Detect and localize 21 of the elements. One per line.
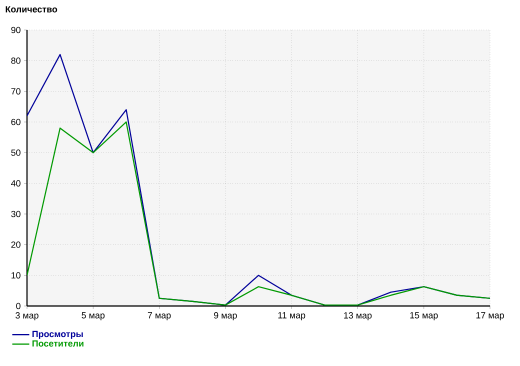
y-tick-label: 90 — [11, 26, 20, 34]
y-tick-label: 20 — [11, 241, 20, 248]
y-tick-label: 0 — [16, 302, 20, 310]
x-tick-label: 3 мар — [16, 312, 38, 320]
y-tick-label: 10 — [12, 272, 20, 279]
y-tick-label: 60 — [11, 118, 20, 126]
y-tick-label: 70 — [11, 88, 20, 95]
y-tick-label: 80 — [11, 57, 20, 64]
y-tick-label: 30 — [11, 210, 20, 218]
x-tick-label: 11 мар — [278, 312, 306, 320]
y-tick-label: 50 — [11, 149, 20, 156]
y-axis-title: Количество — [6, 6, 58, 12]
x-tick-label: 9 мар — [214, 312, 237, 320]
x-tick-label: 5 мар — [82, 312, 105, 320]
x-tick-label: 7 мар — [148, 312, 171, 320]
x-tick-label: 13 мар — [344, 312, 372, 320]
y-tick-label: 40 — [11, 180, 20, 187]
legend-label: Просмотры — [32, 330, 83, 339]
x-tick-label: 17 мар — [476, 312, 504, 320]
legend-label: Посетители — [32, 340, 84, 347]
x-tick-label: 15 мар — [410, 312, 438, 320]
